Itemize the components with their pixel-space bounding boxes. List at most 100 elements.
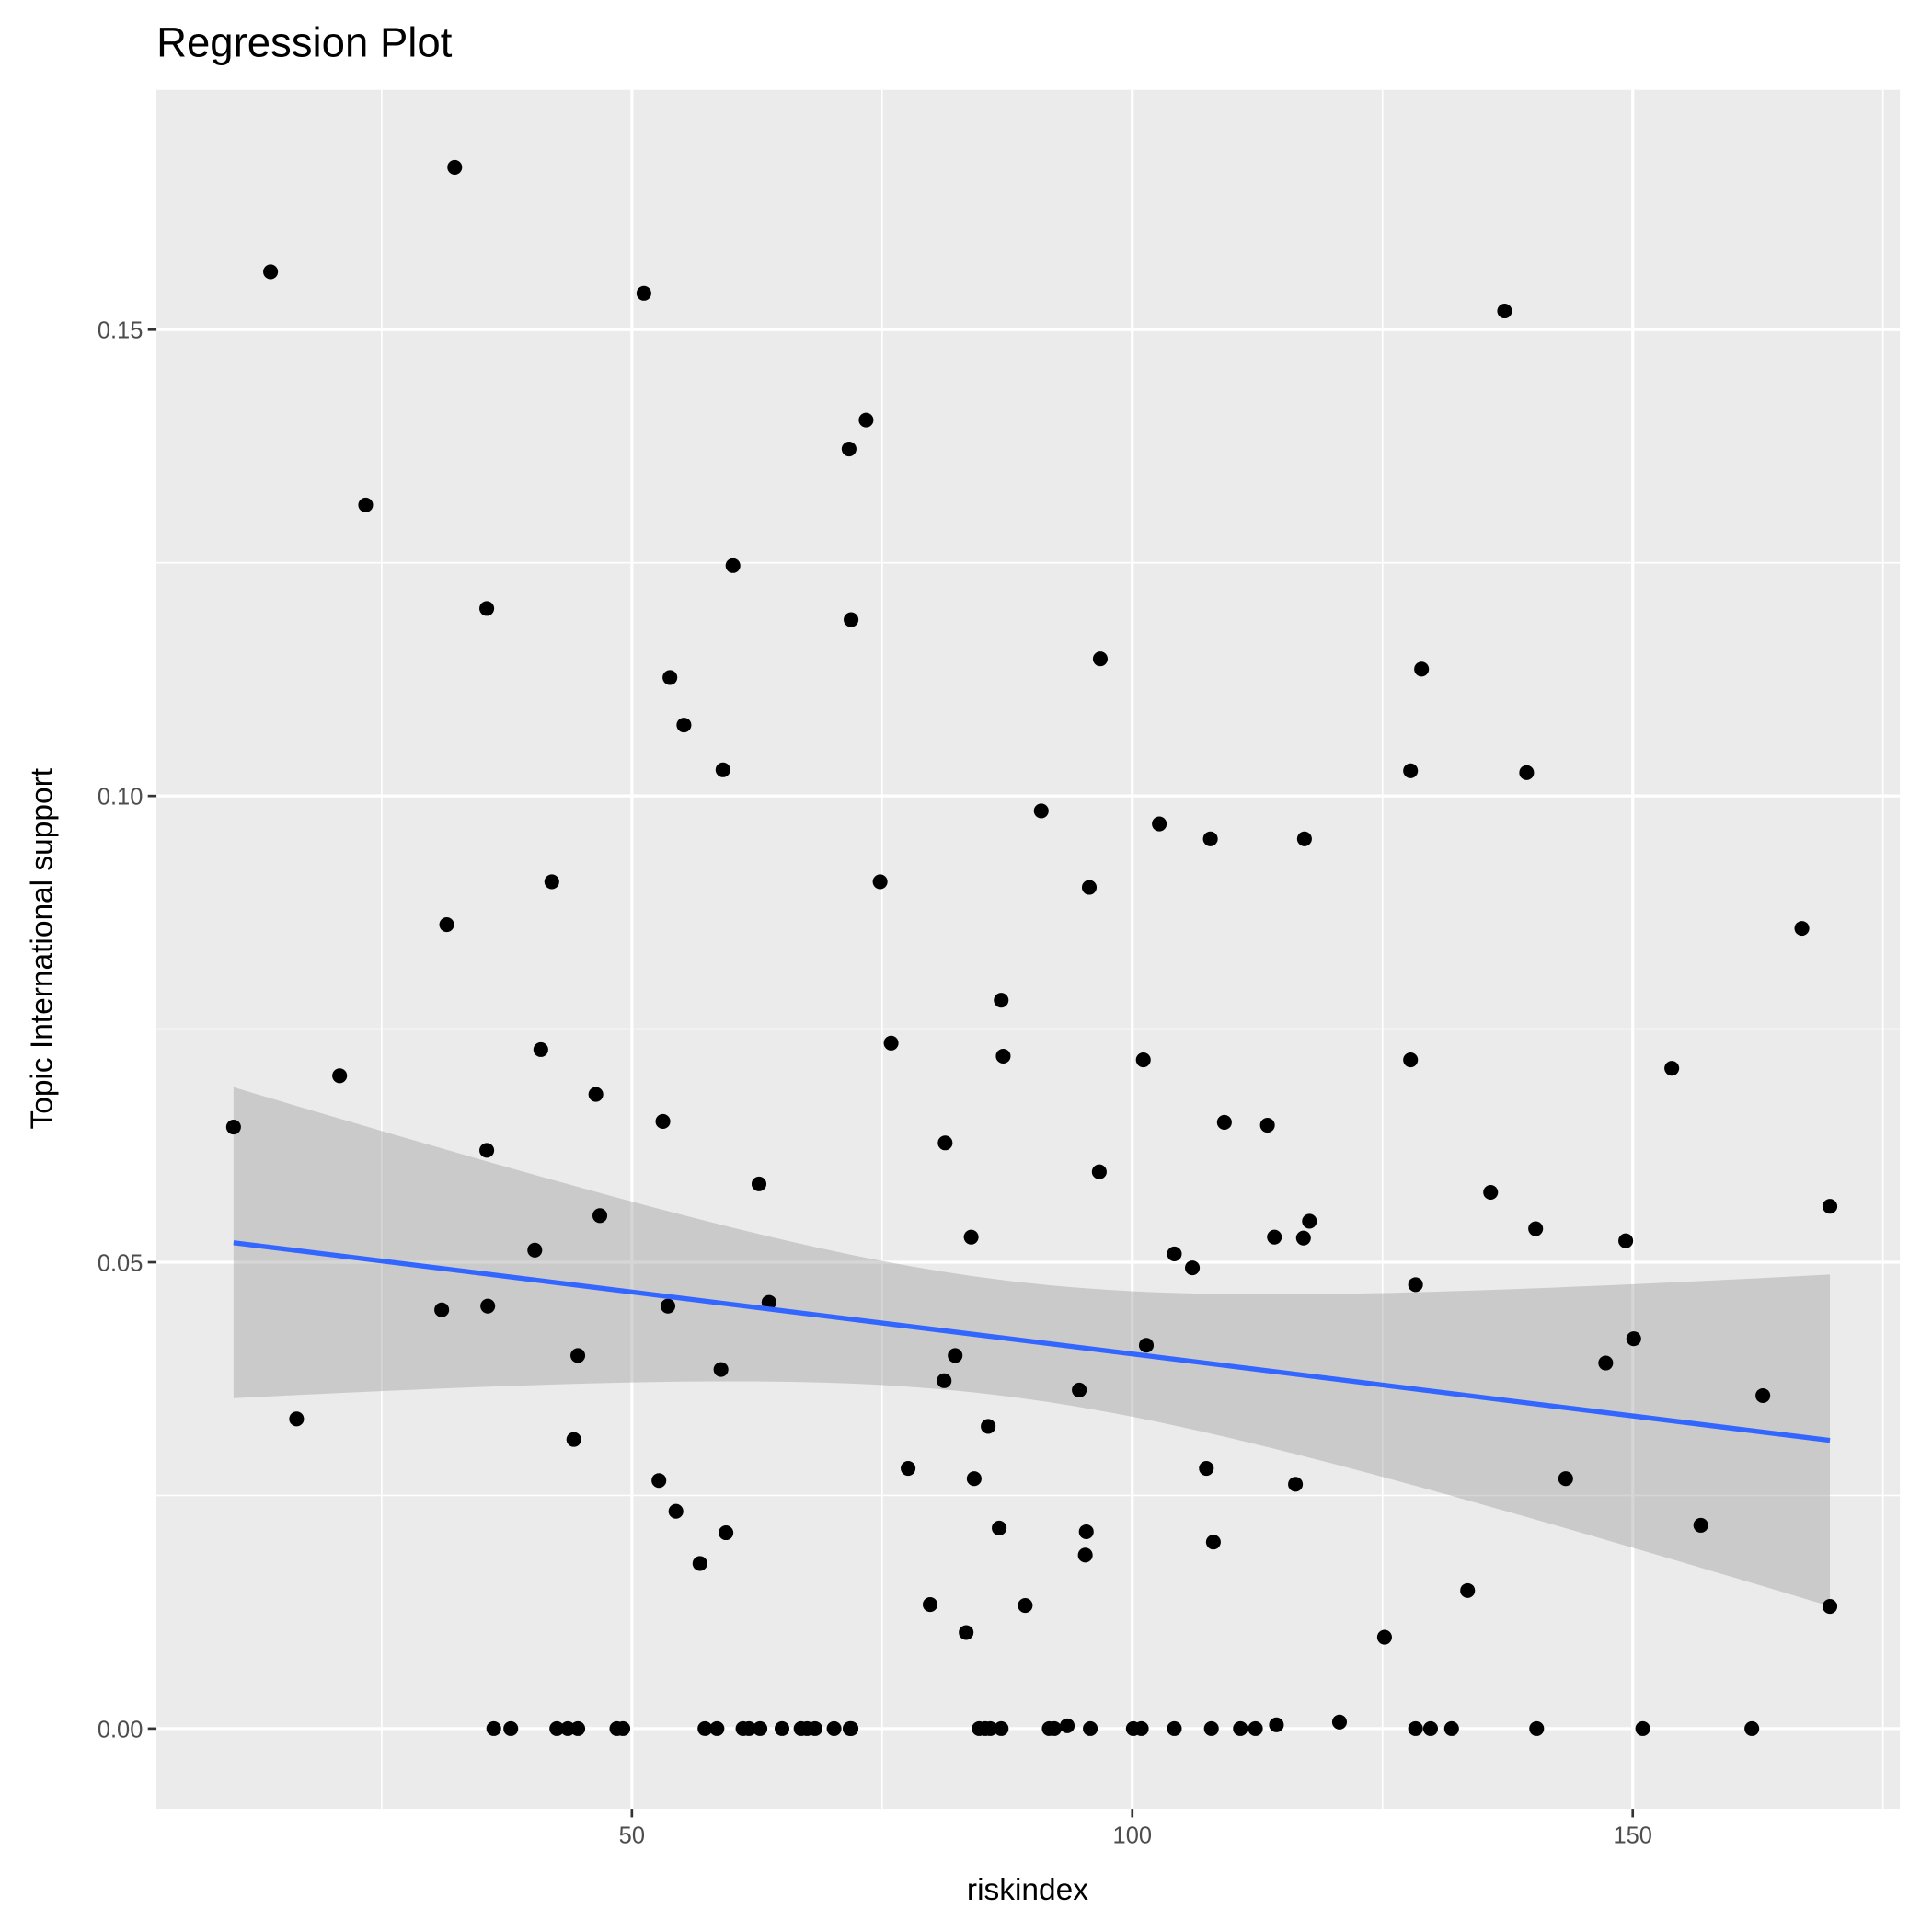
data-point [807,1720,822,1736]
data-point [1635,1720,1650,1736]
data-point [1202,831,1218,846]
data-point [963,1229,979,1245]
data-point [922,1597,938,1613]
x-tick-label: 100 [1113,1823,1152,1849]
data-point [1167,1246,1182,1261]
data-point [742,1720,757,1736]
data-point [1167,1720,1182,1736]
x-tick-label: 50 [619,1823,645,1849]
data-point [725,558,741,573]
axes: 50 100 150 0.00 0.05 0.10 0.15 [98,318,1652,1849]
data-point [1755,1387,1771,1404]
data-point [588,1087,604,1102]
data-point [981,1419,996,1434]
data-point [1081,880,1098,895]
data-point [225,1119,241,1135]
data-point [1744,1720,1760,1736]
data-point [1152,816,1167,832]
y-tick-label: 0.10 [98,785,144,811]
y-axis-label: Topic International support [25,767,59,1129]
data-point [1403,1052,1419,1068]
data-point [1422,1720,1438,1736]
data-point [751,1176,767,1191]
plot-panel [156,89,1901,1810]
data-point [1460,1582,1476,1598]
data-point [662,670,678,685]
data-point [1408,1720,1423,1736]
data-point [994,1720,1009,1736]
data-point [1403,763,1419,778]
y-tick-label: 0.05 [98,1250,144,1276]
data-point [1092,651,1108,667]
data-point [1331,1714,1348,1730]
data-point [533,1041,548,1057]
data-point [660,1298,676,1314]
data-point [1443,1720,1459,1736]
data-point [1822,1599,1838,1615]
data-point [1519,765,1535,780]
data-point [1248,1720,1263,1736]
data-point [709,1720,725,1736]
data-point [1135,1052,1151,1068]
data-point [994,993,1009,1008]
data-point [668,1503,684,1519]
data-point [1018,1598,1033,1614]
data-point [719,1524,734,1541]
confidence-band [233,1087,1831,1606]
data-point [1302,1213,1317,1229]
data-point [1618,1233,1634,1248]
x-tick-label: 150 [1613,1823,1651,1849]
data-point [774,1720,790,1736]
data-point [592,1208,608,1224]
data-point [901,1461,916,1477]
data-point [948,1348,963,1363]
data-point [1185,1260,1201,1276]
data-point [1558,1471,1573,1487]
data-point [1528,1221,1544,1236]
data-point [715,762,730,777]
data-point [676,718,692,733]
x-axis-label: riskindex [967,1873,1088,1907]
data-point [872,874,888,890]
gridlines [156,89,1901,1810]
data-point [858,412,874,428]
data-point [937,1135,953,1151]
data-point [1083,1720,1098,1736]
data-point [1060,1718,1075,1733]
data-point [1269,1717,1284,1732]
data-point [332,1068,348,1084]
data-point [1529,1720,1545,1736]
data-point [527,1242,543,1258]
data-point [566,1432,581,1447]
data-point [883,1035,899,1051]
data-point [1414,661,1430,677]
data-point [1376,1629,1392,1645]
data-point [1267,1229,1282,1245]
data-point [486,1720,501,1736]
data-point [992,1520,1007,1535]
data-point [651,1473,667,1489]
data-point [1233,1720,1248,1736]
data-point [479,1143,495,1158]
data-point [959,1625,974,1640]
data-point [1483,1184,1499,1201]
data-point [841,442,857,457]
data-point [1046,1720,1062,1736]
data-point [570,1720,586,1736]
confidence-band-area [233,1087,1831,1606]
data-point [1794,921,1810,937]
data-point [1033,803,1049,819]
data-point [289,1411,305,1427]
data-point [636,285,651,301]
data-point [1664,1061,1680,1076]
data-point [692,1556,707,1571]
data-point [826,1720,842,1736]
data-point [570,1348,586,1363]
data-point [1693,1517,1708,1533]
data-point [1205,1535,1221,1550]
y-tick-label: 0.00 [98,1717,144,1742]
data-point [1216,1114,1232,1131]
data-point [937,1373,952,1388]
data-point [1288,1477,1304,1492]
regression-line [233,1240,1831,1443]
